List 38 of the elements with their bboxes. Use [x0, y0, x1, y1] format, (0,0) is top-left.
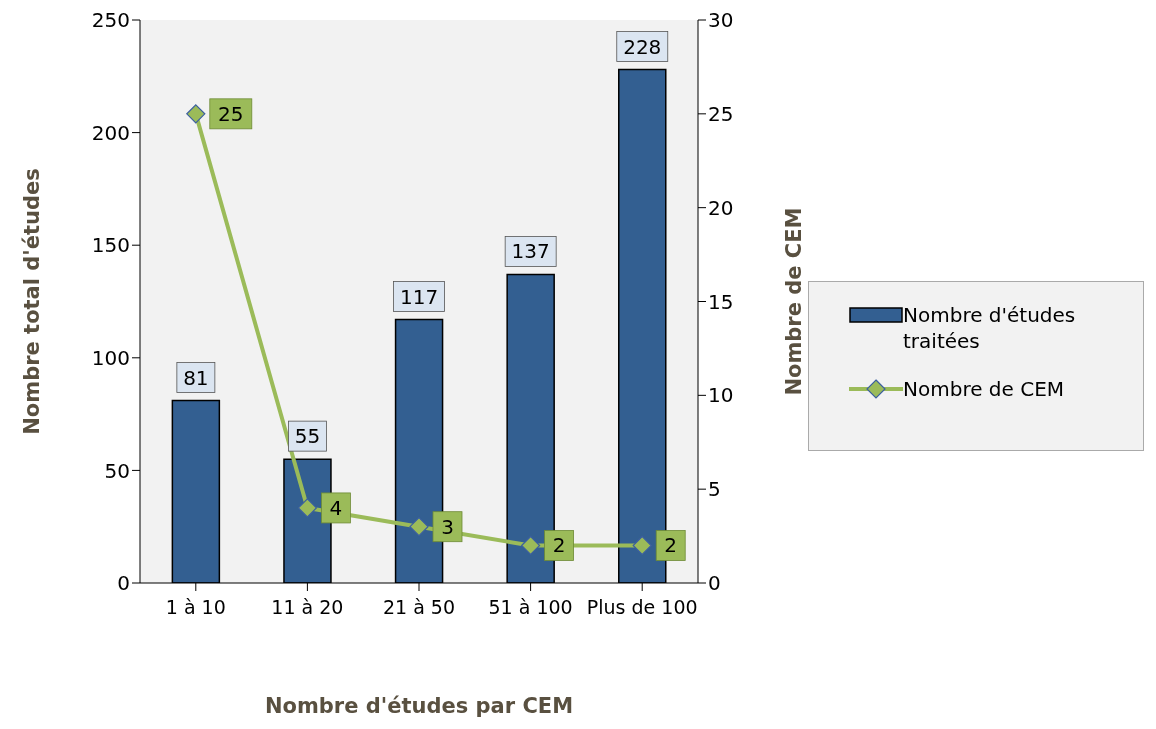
y-tick-label: 0 — [117, 571, 130, 596]
point — [521, 535, 541, 556]
y2-tick-label: 25 — [708, 101, 734, 126]
data-label: 2 — [664, 533, 678, 558]
data-label: 137 — [511, 239, 550, 264]
x-tick-label: 11 à 20 — [271, 596, 344, 619]
y2-tick-label: 0 — [708, 571, 721, 596]
data-label: 81 — [183, 365, 209, 390]
point — [297, 498, 317, 518]
data-label: 117 — [399, 284, 439, 309]
y-tick-label: 100 — [91, 345, 130, 370]
data-label: 3 — [441, 514, 454, 539]
y2-tick-label: 15 — [708, 289, 734, 314]
y-axis-title: Nombre total d'études — [20, 168, 45, 435]
y-tick-label: 150 — [91, 233, 130, 258]
x-tick-label: Plus de 100 — [586, 596, 698, 619]
data-label: 2 — [552, 533, 566, 558]
x-tick-label: 1 à 10 — [165, 596, 226, 619]
y2-tick-label: 10 — [708, 383, 734, 408]
data-label: 25 — [218, 101, 244, 126]
point — [409, 517, 429, 537]
x-tick-label: 21 à 50 — [382, 596, 456, 619]
y2-tick-label: 5 — [708, 477, 721, 502]
data-label: 228 — [623, 34, 662, 59]
point — [186, 104, 206, 124]
y-tick-label: 250 — [91, 8, 130, 33]
y-tick-label: 50 — [104, 458, 130, 483]
y2-tick-label: 30 — [708, 8, 734, 33]
legend-label: Nombre de CEM — [903, 375, 1065, 402]
x-axis-title: Nombre d'études par CEM — [264, 694, 574, 718]
y2-axis-title: Nombre de CEM — [782, 207, 807, 396]
y2-tick-label: 20 — [708, 195, 734, 220]
y-tick-label: 200 — [91, 120, 130, 145]
legend-label: Nombre d'études traitées — [903, 301, 1077, 354]
point — [632, 535, 652, 556]
data-label: 4 — [329, 495, 343, 520]
data-label: 55 — [294, 424, 321, 449]
x-tick-label: 51 à 100 — [488, 596, 573, 619]
